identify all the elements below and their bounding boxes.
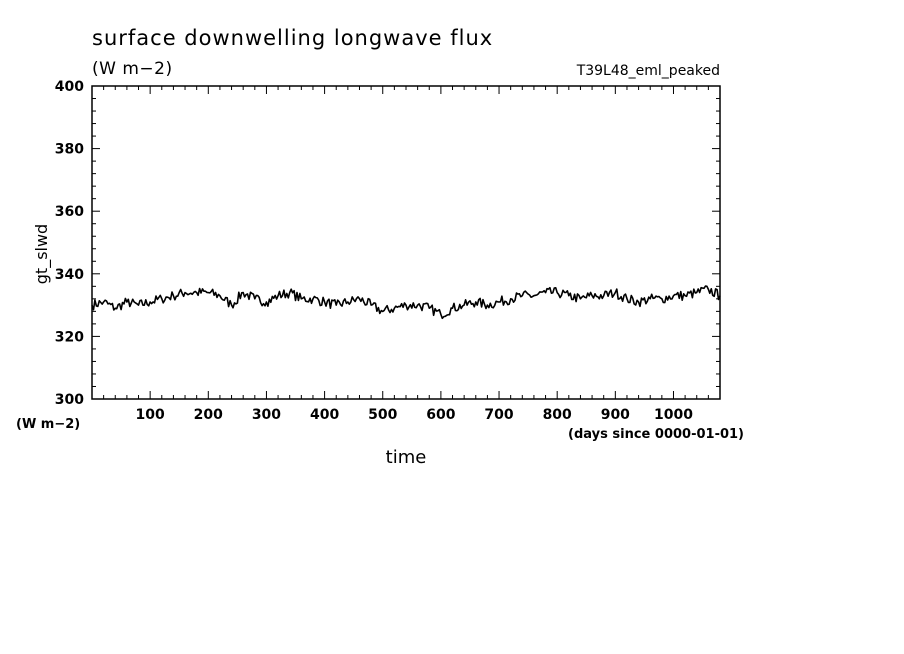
x-tick-label: 800 xyxy=(543,407,572,423)
series-line xyxy=(91,285,721,320)
x-tick-label: 100 xyxy=(136,407,165,423)
x-tick-label: 200 xyxy=(194,407,223,423)
y-tick-label: 300 xyxy=(55,392,84,408)
x-tick-label: 1000 xyxy=(654,407,693,423)
x-axis-units: (days since 0000-01-01) xyxy=(568,427,744,442)
plot-frame xyxy=(91,85,721,400)
y-tick-labels: 300 320 340 360 380 400 xyxy=(55,79,84,408)
x-tick-labels: 100 200 300 400 500 600 700 800 900 1000 xyxy=(136,407,694,423)
chart-title: surface downwelling longwave flux xyxy=(92,26,493,50)
x-tick-label: 700 xyxy=(484,407,513,423)
y-tick-label: 320 xyxy=(55,329,84,345)
chart-units: (W m−2) xyxy=(92,59,173,79)
axis-ticks xyxy=(91,85,721,400)
x-tick-label: 400 xyxy=(310,407,339,423)
x-tick-label: 500 xyxy=(368,407,397,423)
y-tick-label: 360 xyxy=(55,204,84,220)
x-tick-label: 600 xyxy=(426,407,455,423)
x-tick-label: 900 xyxy=(601,407,630,423)
run-label: T39L48_eml_peaked xyxy=(576,63,720,79)
y-tick-label: 340 xyxy=(55,267,84,283)
x-axis-label: time xyxy=(386,447,427,468)
y-axis-label: gt_slwd xyxy=(32,224,52,284)
y-tick-label: 400 xyxy=(55,79,84,95)
x-tick-label: 300 xyxy=(252,407,281,423)
y-tick-label: 380 xyxy=(55,142,84,158)
y-axis-units: (W m−2) xyxy=(16,417,80,432)
